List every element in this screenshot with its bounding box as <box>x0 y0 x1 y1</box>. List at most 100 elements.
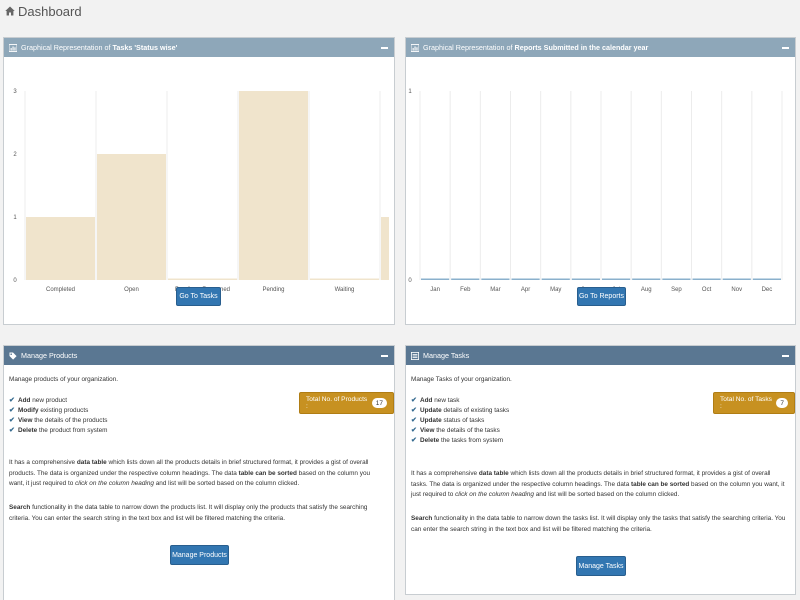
panel-title-bold: Tasks 'Status wise' <box>112 43 178 52</box>
y-tick-label: 3 <box>13 89 17 95</box>
list-item: ✔ Add new task <box>411 396 787 406</box>
tasks-feature-list: ✔ Add new task ✔ Update details of existin… <box>411 396 787 446</box>
y-tick-label: 0 <box>408 278 412 284</box>
check-icon: ✔ <box>411 406 417 414</box>
tasks-chart-panel: Graphical Representation of Tasks 'Statu… <box>3 37 395 325</box>
products-intro: Manage products of your organization. <box>9 376 119 383</box>
x-tick-label: Completed <box>46 287 75 293</box>
x-tick-label: Oct <box>702 287 712 293</box>
check-icon: ✔ <box>9 426 15 434</box>
check-icon: ✔ <box>9 396 15 404</box>
products-feature-list: ✔ Add new product ✔ Modify existing produc… <box>9 396 386 436</box>
x-tick-label: Apr <box>521 287 530 293</box>
list-item: ✔ Add new product <box>9 396 386 406</box>
panel-title: Manage Tasks <box>423 351 470 360</box>
bar <box>541 278 570 280</box>
manage-tasks-panel: Manage Tasks Manage Tasks of your organi… <box>405 345 796 595</box>
reports-monthly-chart: 01JanFebMarAprMayJunJulAugSepOctNovDec <box>408 89 783 293</box>
y-tick-label: 1 <box>13 215 17 221</box>
go-to-reports-button[interactable]: Go To Reports <box>577 287 626 306</box>
list-item: ✔ Modify existing products <box>9 406 386 416</box>
collapse-button[interactable] <box>381 46 388 49</box>
panel-title: Manage Products <box>21 351 78 360</box>
manage-tasks-button[interactable]: Manage Tasks <box>576 556 626 576</box>
x-tick-label: May <box>550 287 561 293</box>
total-products-badge: Total No. of Products : 17 <box>299 392 394 414</box>
go-to-tasks-button[interactable]: Go To Tasks <box>176 287 221 306</box>
list-item: ✔ View the details of the products <box>9 416 386 426</box>
bar-chart-icon <box>9 43 17 52</box>
x-tick-label: Aug <box>641 287 652 293</box>
list-icon <box>411 351 419 360</box>
list-item: ✔ Update status of tasks <box>411 416 787 426</box>
bar <box>381 217 389 280</box>
x-tick-label: Jan <box>430 287 440 293</box>
bar <box>722 278 751 280</box>
bar <box>752 278 781 280</box>
bar <box>662 278 691 280</box>
total-tasks-badge: Total No. of Tasks : 7 <box>713 392 795 414</box>
list-item: ✔ Delete the tasks from system <box>411 436 787 446</box>
x-tick-label: Dec <box>762 287 773 293</box>
check-icon: ✔ <box>411 396 417 404</box>
tasks-intro: Manage Tasks of your organization. <box>411 376 512 383</box>
x-tick-label: Waiting <box>335 287 355 293</box>
bar-chart-icon <box>411 43 419 52</box>
total-count: 17 <box>371 398 387 408</box>
bar <box>310 278 379 280</box>
tasks-chart-panel-header: Graphical Representation of Tasks 'Statu… <box>4 38 394 57</box>
bar <box>168 278 237 280</box>
bar <box>511 278 540 280</box>
y-tick-label: 0 <box>13 278 17 284</box>
x-tick-label: Feb <box>460 287 471 293</box>
list-item: ✔ Delete the product from system <box>9 426 386 436</box>
products-description: It has a comprehensive data table which … <box>9 459 371 487</box>
tag-icon <box>9 352 17 360</box>
total-label: Total No. of Products : <box>306 396 368 410</box>
panel-title-prefix: Graphical Representation of <box>21 43 113 52</box>
check-icon: ✔ <box>411 426 417 434</box>
list-item: ✔ View the details of the tasks <box>411 426 787 436</box>
list-item: ✔ Update details of existing tasks <box>411 406 787 416</box>
tasks-description: It has a comprehensive data table which … <box>411 470 785 498</box>
bar <box>421 278 450 280</box>
check-icon: ✔ <box>411 416 417 424</box>
x-tick-label: Mar <box>490 287 500 293</box>
tasks-search-description: Search functionality in the data table t… <box>411 515 786 533</box>
y-tick-label: 2 <box>13 152 17 158</box>
y-tick-label: 1 <box>408 89 412 95</box>
total-count: 7 <box>776 398 788 408</box>
bar <box>692 278 721 280</box>
check-icon: ✔ <box>411 436 417 444</box>
reports-chart-panel: Graphical Representation of Reports Subm… <box>405 37 796 325</box>
products-search-description: Search functionality in the data table t… <box>9 504 368 522</box>
manage-products-panel: Manage Products Manage products of your … <box>3 345 395 600</box>
page-title: Dashboard <box>18 3 82 19</box>
collapse-button[interactable] <box>782 46 789 49</box>
bar <box>97 154 166 280</box>
total-label: Total No. of Tasks : <box>720 396 772 410</box>
bar <box>451 278 480 280</box>
panel-title-prefix: Graphical Representation of <box>423 43 515 52</box>
check-icon: ✔ <box>9 406 15 414</box>
page-header: Dashboard <box>5 3 82 19</box>
bar <box>26 217 95 280</box>
home-icon <box>5 6 15 16</box>
bar <box>571 278 600 280</box>
manage-tasks-panel-header: Manage Tasks <box>406 346 795 365</box>
collapse-button[interactable] <box>381 354 388 357</box>
bar <box>481 278 510 280</box>
panel-title-bold: Reports Submitted in the calendar year <box>514 43 649 52</box>
x-tick-label: Open <box>124 287 139 293</box>
x-tick-label: Sep <box>671 287 682 293</box>
collapse-button[interactable] <box>782 354 789 357</box>
bar <box>632 278 661 280</box>
reports-chart-panel-header: Graphical Representation of Reports Subm… <box>406 38 795 57</box>
bar <box>239 91 308 280</box>
manage-products-panel-header: Manage Products <box>4 346 394 365</box>
manage-products-button[interactable]: Manage Products <box>170 545 229 565</box>
bar <box>602 278 631 280</box>
check-icon: ✔ <box>9 416 15 424</box>
x-tick-label: Pending <box>262 287 284 293</box>
